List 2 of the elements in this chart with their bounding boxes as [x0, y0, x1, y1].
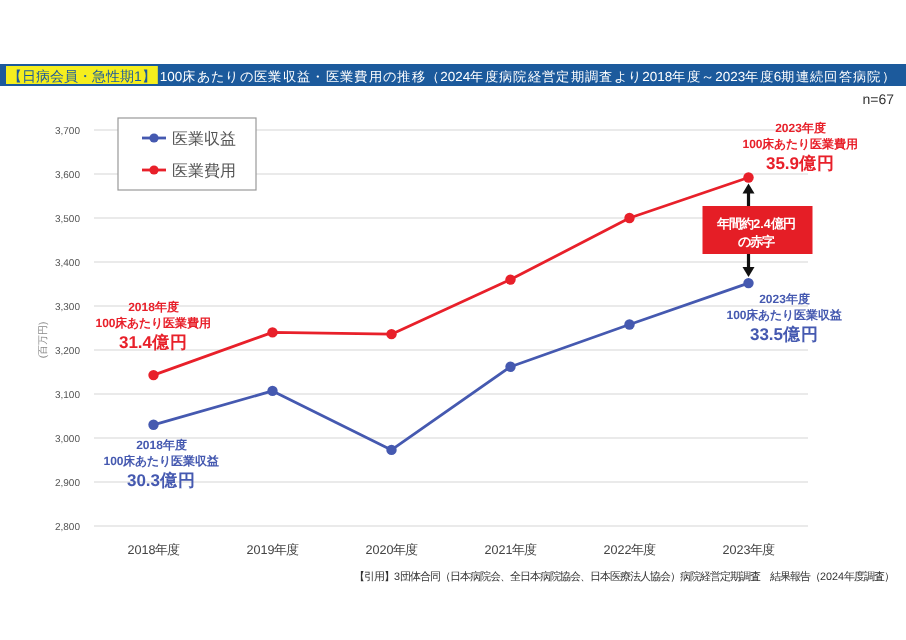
legend-label: 医業収益 [172, 130, 236, 148]
legend-label: 医業費用 [172, 162, 236, 180]
